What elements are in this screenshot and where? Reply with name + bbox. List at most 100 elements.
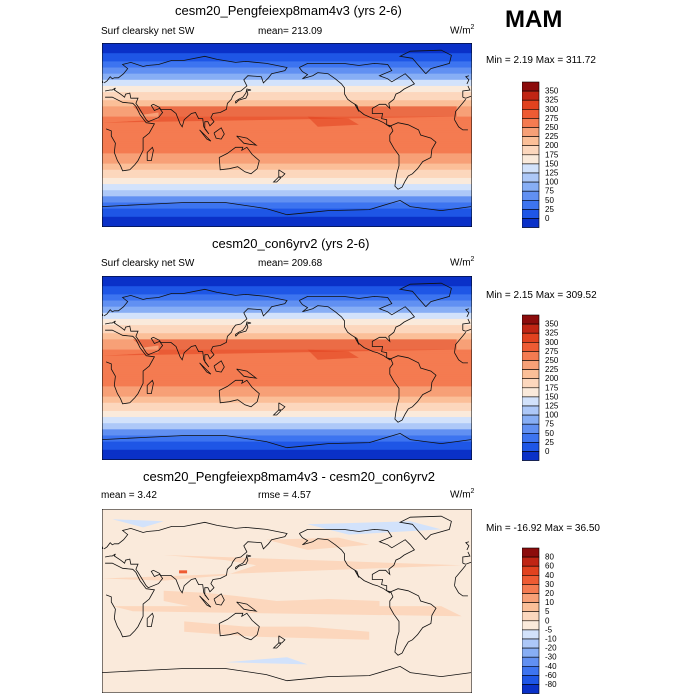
field-band [102,316,472,320]
field-band [102,455,472,459]
colorbar-tick-label: -20 [545,644,557,653]
field-band [102,186,472,189]
field-band [102,372,472,375]
panel2-variable-label: Surf clearsky net SW [101,258,195,269]
field-band [102,282,472,285]
coastline-segment [235,88,252,104]
field-band [102,153,472,156]
panel2-map [102,276,472,460]
coastline-segment [454,352,468,364]
field-band [102,292,472,295]
colorbar-box [522,414,540,425]
field-band [102,294,472,297]
field-band [102,220,472,224]
field-band [102,169,472,173]
field-band [102,208,472,212]
coastline-segment [398,282,452,307]
field-band [102,83,472,87]
coastline-segment [103,55,288,135]
field-band [102,132,472,136]
field-band [102,421,472,424]
field-band [102,161,472,165]
colorbar-box [522,127,540,137]
coastline-segment [102,432,472,449]
coastline-segment [298,295,416,361]
colorbar-box [522,136,540,146]
field-band [102,437,472,441]
colorbar-box [522,81,540,92]
field-band [102,402,472,406]
field-band [102,222,472,226]
panel1-variable-label: Surf clearsky net SW [101,26,195,37]
negative-anomaly [112,519,164,528]
field-band [102,290,472,293]
field-band [102,77,472,81]
colorbar-tick-label: 25 [545,205,554,214]
field-band [102,304,472,308]
field-band [102,57,472,60]
field-band [102,449,472,453]
colorbar-box [522,629,540,640]
positive-anomaly [184,621,370,640]
field-band [102,71,472,75]
field-band [102,47,472,50]
panel3-map [102,509,472,693]
field-band [102,100,472,103]
coastline-segment [465,308,470,318]
field-band [102,314,472,318]
field-band [102,400,472,404]
coastline-segment [102,312,104,317]
colorbar-box [522,99,540,110]
field-band [102,165,472,169]
field-band [102,94,472,97]
colorbar-box [522,118,540,128]
panel3-title: cesm20_Pengfeiexp8mam4v3 - cesm20_con6yr… [143,469,435,484]
coastline-segment [105,329,156,405]
field-band [102,337,472,340]
field-band [102,120,472,124]
panel1-title: cesm20_Pengfeiexp8mam4v3 (yrs 2-6) [175,3,402,18]
colorbar-tick-label: 150 [545,159,559,168]
coastline-segment [105,562,156,638]
colorbar-box [522,647,540,658]
colorbar-tick-label: 225 [545,132,559,141]
coastline-segment [102,199,472,216]
field-band [102,296,472,299]
coastline-segment [213,593,225,606]
colorbar-box [522,666,540,676]
field-band [102,179,472,183]
colorbar-box [522,360,540,370]
field-band [102,284,472,287]
field-band [102,398,472,402]
field-band [102,361,472,365]
field-band [102,51,472,54]
coastline-segment [213,360,225,373]
field-band [102,298,472,302]
colorbar-box [522,200,540,210]
colorbar-box [522,396,540,407]
colorbar-box [522,620,540,631]
field-band [102,376,472,379]
coastline-segment [199,129,212,142]
coastline-segment [272,176,282,183]
field-band [102,335,472,338]
field-band [102,425,472,428]
panel3-units-text: W/m [450,489,471,501]
field-band [102,406,472,410]
colorbar-box [522,351,540,361]
coastline-segment [278,169,286,178]
field-band [102,212,472,216]
colorbar-box [522,90,540,101]
panel2-title: cesm20_con6yrv2 (yrs 2-6) [212,236,370,251]
field-band [102,73,472,77]
coastline-segment [465,75,470,85]
field-band [102,126,472,130]
coastlines [102,515,472,682]
colorbar-box [522,593,540,603]
field-band [102,443,472,447]
coastlines [102,49,472,216]
colorbar-tick-label: 350 [545,87,559,96]
field-band [102,157,472,161]
field-band [102,188,472,191]
